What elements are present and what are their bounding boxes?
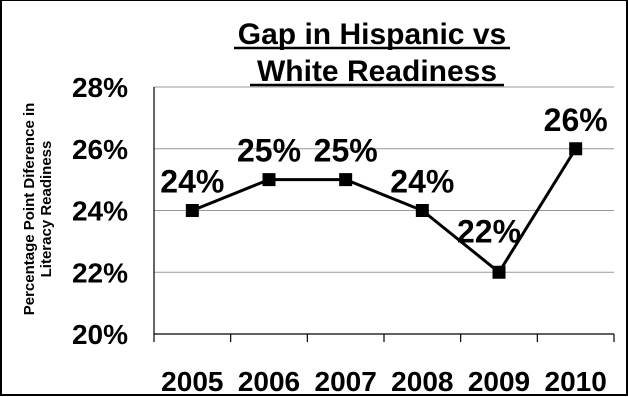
data-label-2006: 25% (237, 133, 301, 169)
data-point-2006 (262, 173, 276, 187)
data-label-2008: 24% (390, 164, 454, 200)
data-label-2009: 22% (457, 213, 521, 249)
y-axis-label: Percentage Point Diference in Literacy R… (21, 103, 55, 316)
y-tick-label: 22% (72, 257, 128, 288)
x-tick-label-2005: 2005 (161, 366, 223, 397)
series-line (191, 147, 577, 275)
chart-title-line1: Gap in Hispanic vs (238, 18, 506, 51)
chart-title: Gap in Hispanic vs White Readiness (234, 18, 510, 88)
data-label-2005: 24% (160, 164, 224, 200)
data-label-2010: 26% (544, 102, 608, 138)
y-tick-labels: 20% 22% 24% 26% 28% (72, 72, 128, 350)
axes (153, 87, 615, 342)
x-tick-label-2007: 2007 (315, 366, 377, 397)
x-tick-label-2009: 2009 (468, 366, 530, 397)
y-tick-label: 20% (72, 319, 128, 350)
data-point-2008 (415, 204, 429, 217)
y-axis-label-line1: Percentage Point Diference in (21, 103, 38, 316)
data-point-2007 (339, 173, 353, 187)
data-label-2007: 25% (314, 133, 378, 169)
y-tick-label: 26% (72, 134, 128, 165)
x-tick-label-2008: 2008 (391, 366, 453, 397)
x-tick-label-2010: 2010 (545, 366, 607, 397)
data-labels: 24%25% 25%24%22%26% (160, 102, 607, 250)
data-point-2005 (185, 204, 199, 217)
x-tick-label-2006: 2006 (238, 366, 300, 397)
y-axis-label-line2: Literacy Readiness (38, 141, 55, 278)
y-tick-label: 24% (72, 196, 128, 227)
x-tick-labels: 2005 2006 2007 2008 2009 2010 (161, 366, 607, 397)
chart-title-line2: White Readiness (257, 55, 497, 88)
data-point-2009 (492, 265, 506, 279)
y-tick-label: 28% (72, 72, 128, 103)
data-point-2010 (569, 142, 583, 156)
series-polyline (191, 147, 577, 275)
series-markers (185, 142, 583, 279)
